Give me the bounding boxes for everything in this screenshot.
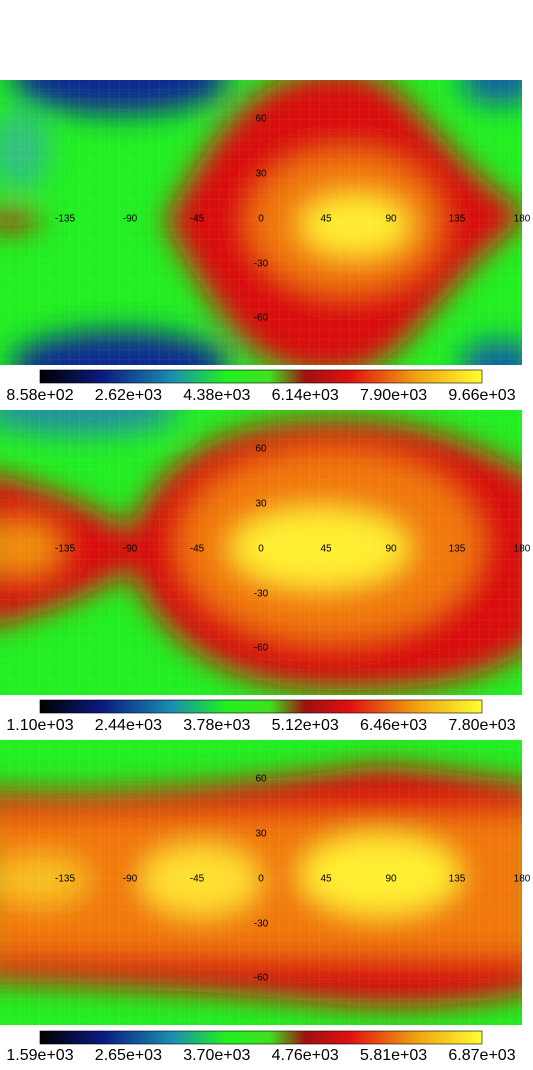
longitude-label: 90: [385, 214, 397, 225]
map-field: [0, 80, 522, 365]
colorbar-label: 5.81e+03: [360, 1047, 427, 1064]
colorbar-label: 6.14e+03: [272, 387, 339, 404]
colorbar-label: 6.87e+03: [448, 1047, 515, 1064]
longitude-label: -45: [190, 874, 205, 885]
latitude-label: -60: [254, 313, 269, 324]
colorbar: [39, 369, 483, 384]
colorbar-label: 5.12e+03: [272, 717, 339, 734]
map-field: [0, 740, 522, 1025]
map-field: [0, 410, 522, 695]
colorbar: [39, 1030, 483, 1045]
latitude-label: 60: [255, 444, 267, 455]
colorbar-label: 9.66e+03: [448, 387, 515, 404]
colorbar-label: 4.38e+03: [183, 387, 250, 404]
latitude-label: 60: [255, 114, 267, 125]
longitude-label: 0: [258, 214, 264, 225]
colorbar-label: 6.46e+03: [360, 717, 427, 734]
longitude-label: 135: [449, 874, 466, 885]
latitude-label: 30: [255, 499, 267, 510]
longitude-label: 135: [449, 544, 466, 555]
latitude-label: 30: [255, 169, 267, 180]
colorbar: [39, 699, 483, 714]
longitude-label: 45: [320, 544, 332, 555]
colorbar-label: 7.80e+03: [448, 717, 515, 734]
longitude-label: -90: [123, 544, 138, 555]
latitude-label: -60: [254, 643, 269, 654]
latitude-label: -30: [254, 259, 269, 270]
longitude-label: -135: [55, 214, 75, 225]
latitude-label: -30: [254, 919, 269, 930]
colorbar-label: 2.62e+03: [95, 387, 162, 404]
longitude-label: -45: [190, 544, 205, 555]
longitude-label: 0: [258, 874, 264, 885]
colorbar-label: 3.70e+03: [183, 1047, 250, 1064]
longitude-label: 180: [514, 874, 531, 885]
longitude-label: 45: [320, 874, 332, 885]
longitude-label: -135: [55, 544, 75, 555]
longitude-label: 180: [514, 544, 531, 555]
latitude-label: -60: [254, 973, 269, 984]
colorbar-label: 1.10e+03: [6, 717, 73, 734]
longitude-label: -90: [123, 874, 138, 885]
latitude-label: 60: [255, 774, 267, 785]
longitude-label: 90: [385, 544, 397, 555]
colorbar-label: 8.58e+02: [6, 387, 73, 404]
longitude-label: 45: [320, 214, 332, 225]
longitude-label: 90: [385, 874, 397, 885]
longitude-label: 135: [449, 214, 466, 225]
colorbar-label: 1.59e+03: [6, 1047, 73, 1064]
colorbar-label: 7.90e+03: [360, 387, 427, 404]
longitude-label: -90: [123, 214, 138, 225]
longitude-label: 180: [514, 214, 531, 225]
latitude-label: -30: [254, 589, 269, 600]
longitude-label: -45: [190, 214, 205, 225]
longitude-label: 0: [258, 544, 264, 555]
colorbar-label: 2.65e+03: [95, 1047, 162, 1064]
latitude-label: 30: [255, 829, 267, 840]
colorbar-label: 2.44e+03: [95, 717, 162, 734]
colorbar-label: 3.78e+03: [183, 717, 250, 734]
longitude-label: -135: [55, 874, 75, 885]
colorbar-label: 4.76e+03: [272, 1047, 339, 1064]
